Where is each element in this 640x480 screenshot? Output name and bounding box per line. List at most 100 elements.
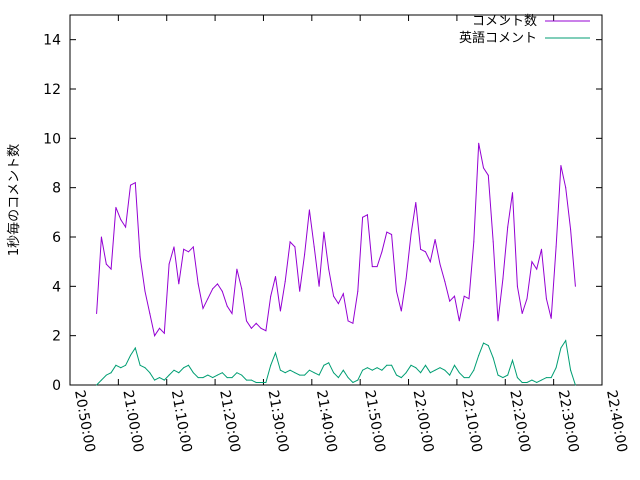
data-point [342, 293, 344, 295]
data-point [149, 372, 151, 374]
data-point [405, 278, 407, 280]
data-point [154, 379, 156, 381]
data-point [217, 283, 218, 285]
data-point [400, 377, 402, 379]
data-point [241, 288, 243, 290]
data-point [521, 313, 523, 314]
data-point [376, 266, 378, 268]
y-axis-label: 1秒毎のコメント数 [6, 144, 22, 256]
data-point [337, 303, 339, 305]
data-point [265, 382, 267, 383]
data-point [279, 369, 281, 371]
data-point [241, 374, 243, 376]
data-point [289, 369, 291, 371]
data-point [342, 369, 344, 371]
data-point [265, 330, 267, 332]
data-point [163, 379, 165, 381]
y-tick-label: 4 [52, 279, 61, 295]
data-point [473, 241, 475, 243]
data-point [183, 248, 185, 250]
data-point [521, 382, 523, 383]
data-point [502, 377, 504, 379]
data-point [391, 234, 393, 235]
data-point [125, 364, 127, 366]
data-point [250, 379, 252, 381]
data-point [371, 369, 373, 371]
data-point [105, 374, 107, 376]
x-tick-label: 21:50:00 [361, 389, 388, 454]
data-point [168, 374, 170, 376]
data-point [352, 382, 354, 383]
data-point [507, 374, 509, 376]
y-tick-label: 8 [52, 181, 61, 197]
data-point [333, 295, 335, 297]
data-point [425, 251, 426, 253]
data-point [289, 241, 291, 243]
x-tick-label: 22:20:00 [506, 389, 533, 454]
x-tick-label: 22:00:00 [410, 389, 437, 454]
data-point [439, 263, 441, 265]
data-point [536, 382, 538, 383]
data-point [502, 278, 504, 280]
data-point [188, 251, 189, 253]
data-point [449, 300, 451, 302]
data-point [347, 377, 349, 379]
data-point [381, 369, 383, 371]
data-point [396, 290, 397, 292]
x-tick-label: 21:20:00 [216, 389, 243, 454]
data-point [318, 285, 320, 287]
data-point [318, 374, 320, 376]
data-point [299, 374, 301, 376]
x-tick-label: 20:50:00 [71, 389, 98, 454]
data-point [458, 372, 460, 374]
y-axis: 0 2 4 6 8 10 12 14 [43, 33, 602, 394]
data-point [468, 377, 470, 379]
data-point [250, 327, 252, 329]
data-point [526, 382, 528, 383]
data-point [275, 352, 276, 354]
data-point [246, 379, 247, 381]
data-point [512, 359, 513, 361]
y-tick-label: 10 [43, 131, 61, 147]
data-point [323, 364, 325, 366]
data-point [134, 182, 136, 184]
data-point [279, 310, 281, 312]
data-point [159, 327, 160, 329]
data-point [100, 236, 102, 238]
data-point [226, 305, 228, 307]
data-point [386, 364, 388, 366]
data-point [531, 379, 533, 381]
data-point [362, 216, 364, 218]
data-point [134, 347, 136, 349]
data-point [507, 226, 509, 228]
data-point [192, 372, 194, 374]
x-tick-label: 22:10:00 [458, 389, 485, 454]
data-point [304, 253, 306, 255]
legend-label: 英語コメント [459, 30, 537, 46]
data-point [565, 187, 567, 189]
data-point [183, 367, 185, 369]
data-point [231, 313, 233, 314]
data-point [516, 377, 518, 379]
data-point [100, 379, 102, 381]
data-point [246, 320, 247, 322]
x-tick-label: 21:00:00 [119, 389, 146, 454]
data-point [299, 290, 301, 292]
data-point [366, 214, 368, 216]
data-point [565, 340, 567, 342]
data-point [270, 364, 272, 366]
data-point [120, 367, 122, 369]
data-point [110, 372, 112, 374]
data-point [96, 384, 98, 386]
data-point [541, 379, 542, 381]
data-point [420, 248, 422, 250]
data-point [468, 298, 470, 300]
data-point [207, 298, 209, 300]
y-tick-label: 0 [52, 378, 61, 394]
data-point [197, 377, 199, 379]
data-point [313, 372, 315, 374]
data-point [236, 268, 238, 270]
data-point [139, 256, 141, 258]
data-point [400, 310, 402, 312]
